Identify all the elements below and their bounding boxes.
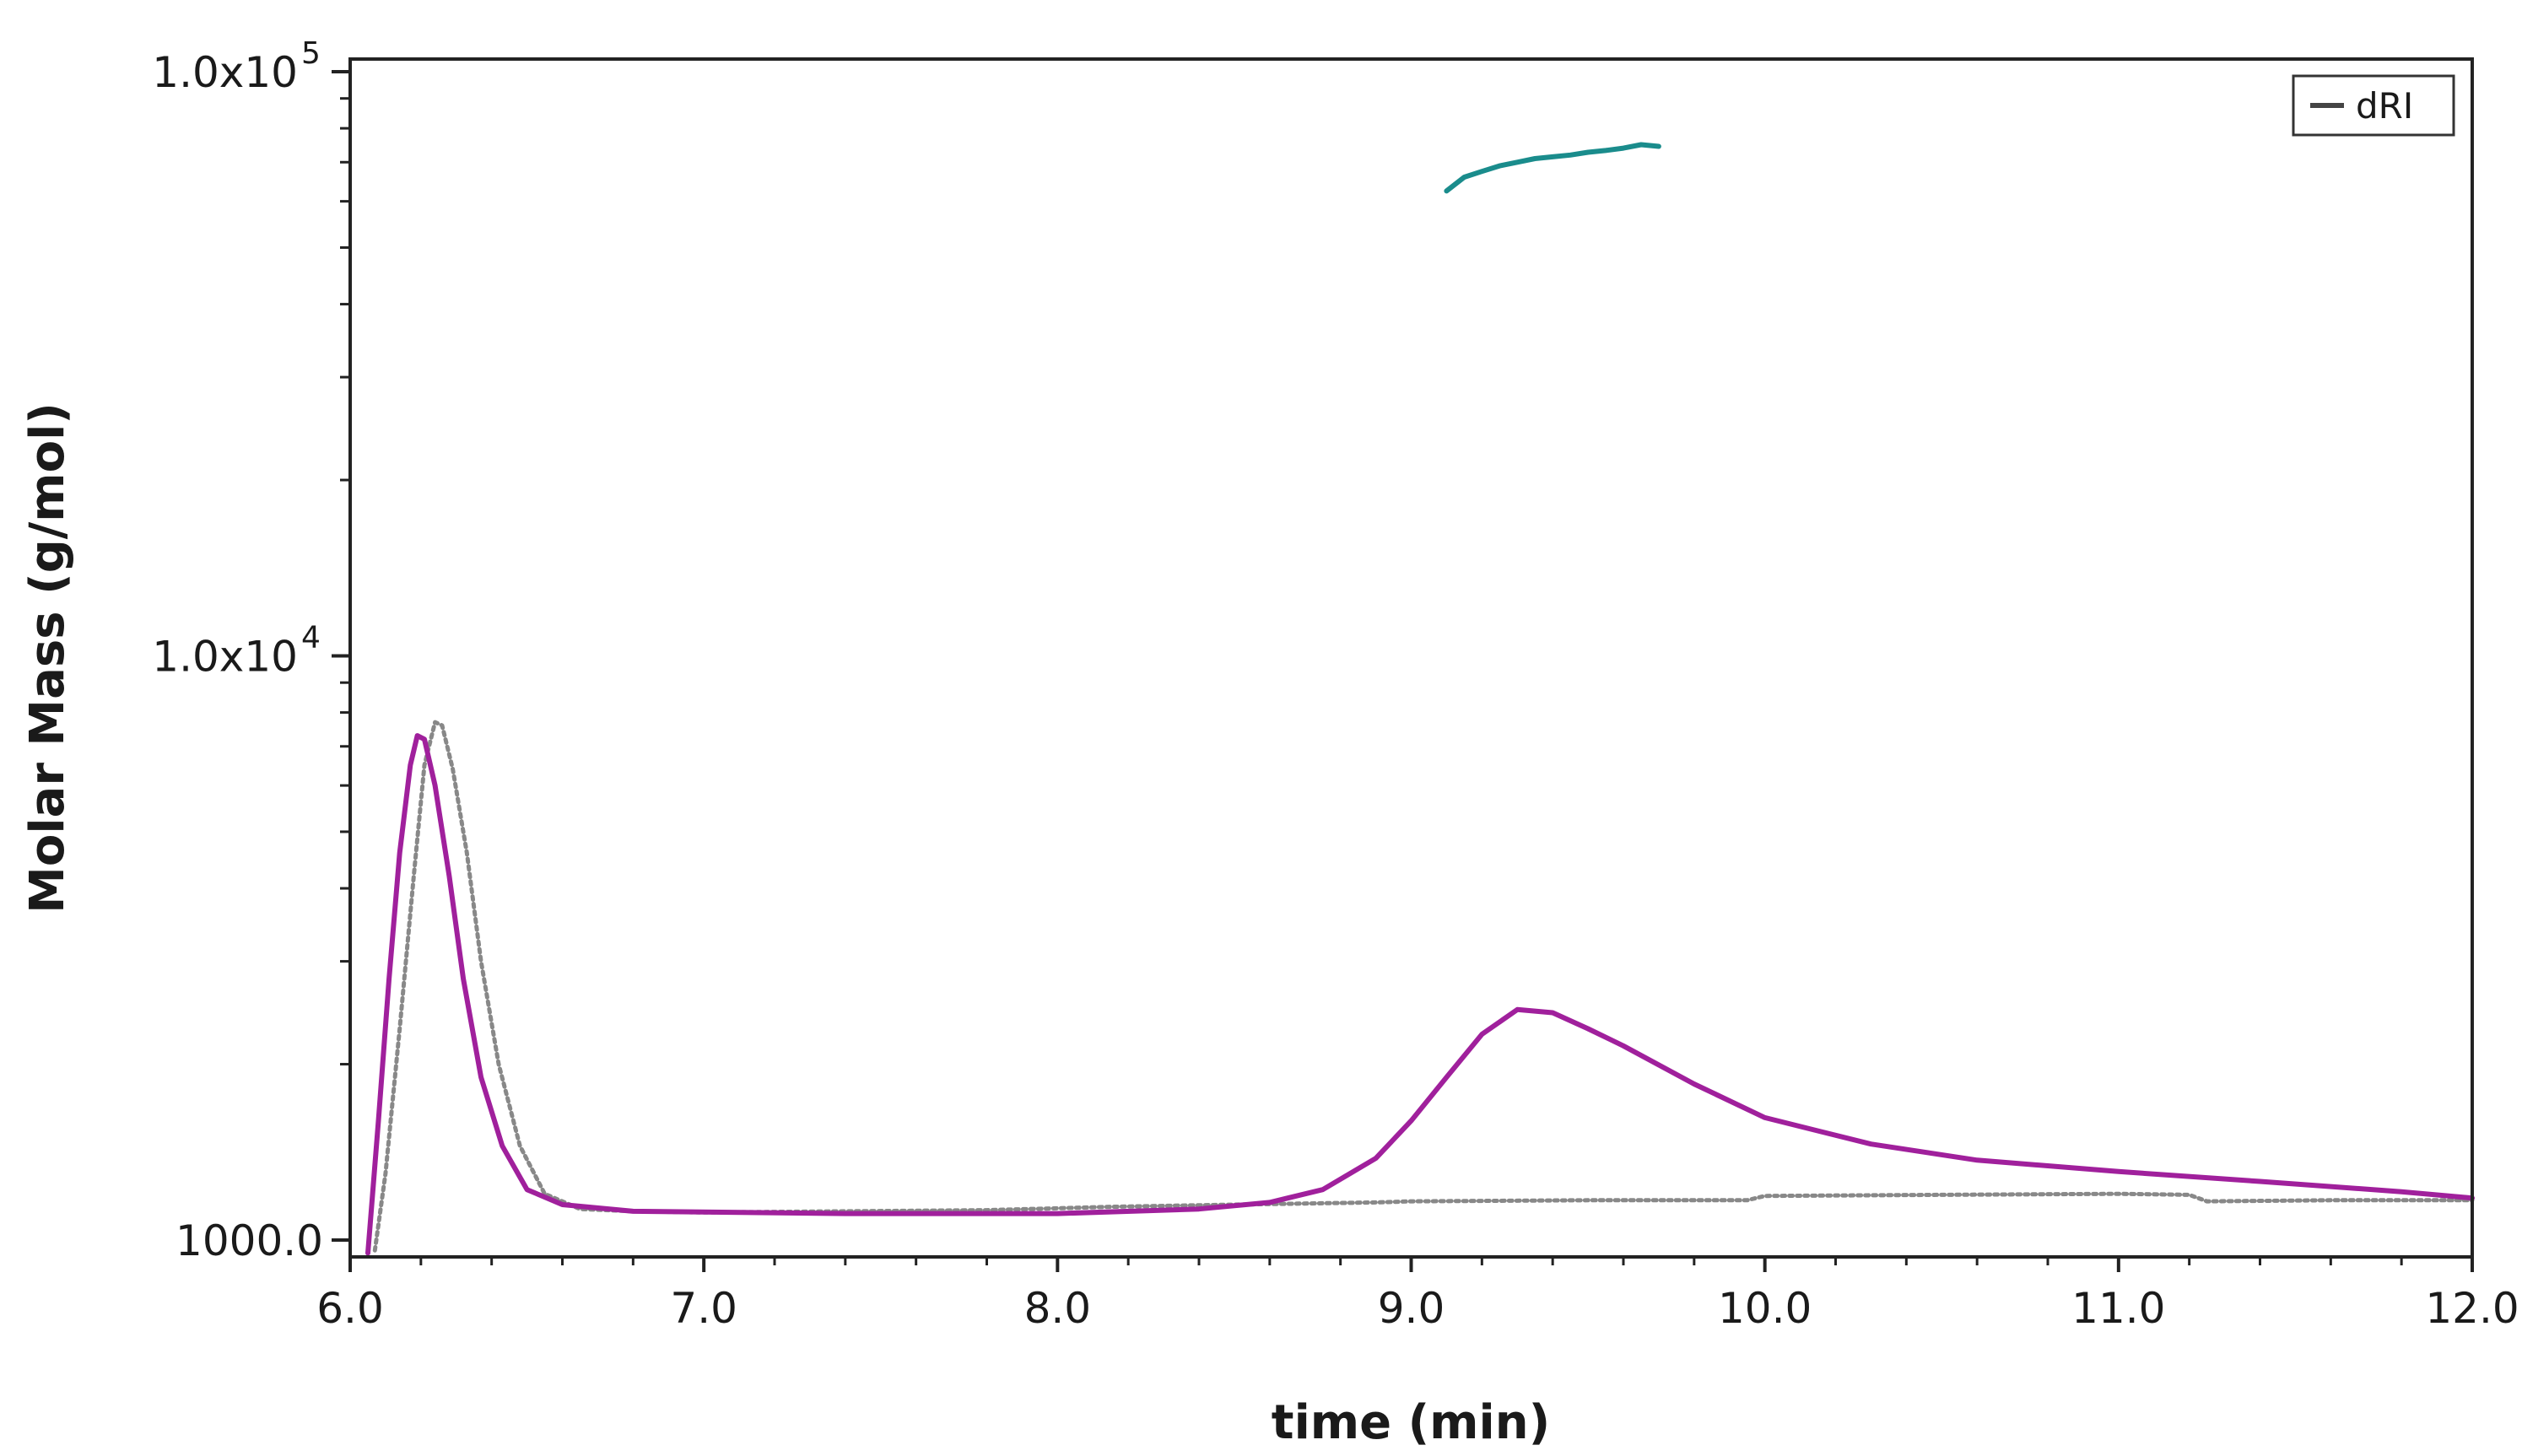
x-tick-label: 8.0 xyxy=(1024,1284,1092,1333)
y-tick-exponent: 4 xyxy=(301,621,321,655)
y-axis-ticks: 1000.01.0x10 41.0x10 5 xyxy=(152,36,350,1265)
x-tick-label: 7.0 xyxy=(670,1284,737,1333)
x-axis-title: time (min) xyxy=(1272,1395,1550,1450)
x-tick-label: 10.0 xyxy=(1718,1284,1812,1333)
y-tick-label: 1000.0 xyxy=(176,1216,323,1265)
legend-label-dri: dRI xyxy=(2356,85,2413,127)
legend: dRI xyxy=(2292,74,2455,137)
y-tick-label: 1.0x10 xyxy=(152,633,298,682)
x-tick-label: 6.0 xyxy=(316,1284,384,1333)
series-line-1 xyxy=(365,733,2475,1256)
y-tick-label: 1.0x10 xyxy=(152,48,298,97)
x-tick-label: 11.0 xyxy=(2071,1284,2165,1333)
y-tick-exponent: 5 xyxy=(301,36,321,71)
x-tick-label: 9.0 xyxy=(1378,1284,1445,1333)
x-tick-label: 12.0 xyxy=(2425,1284,2519,1333)
y-axis-title: Molar Mass (g/mol) xyxy=(20,402,75,914)
series-line-2 xyxy=(1444,142,1661,194)
x-axis-ticks: 6.0 7.0 8.0 9.0 10.0 11.0 12.0 xyxy=(316,1257,2519,1333)
series-layer xyxy=(365,142,2475,1256)
